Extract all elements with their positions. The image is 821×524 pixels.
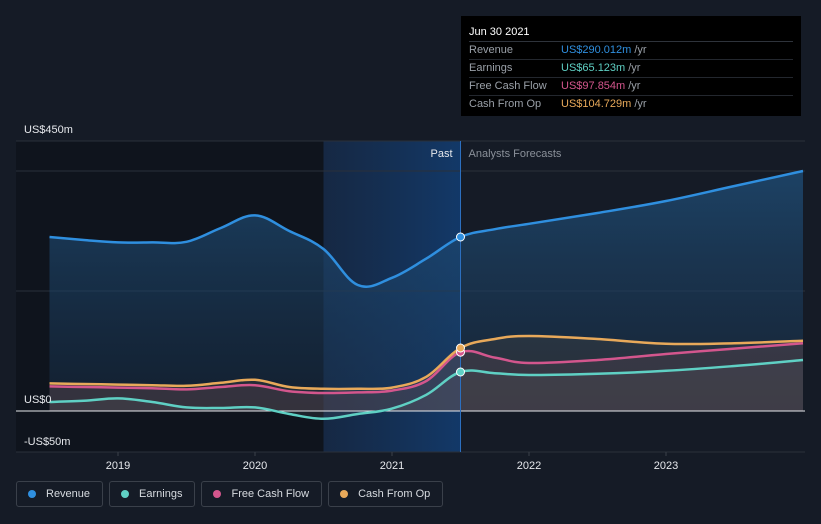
legend-dot-icon [121,490,130,498]
earnings-point [456,367,465,377]
cash-from-op-line [49,334,804,391]
legend-dot-icon [340,490,349,498]
tooltip-label: Earnings [469,62,513,74]
tooltip-date: Jun 30 2021 [469,24,793,42]
y-tick-label: -US$50m [24,436,70,448]
tooltip-unit: /yr [628,62,641,74]
earnings-line [49,358,804,421]
legend: Revenue Earnings Free Cash Flow Cash Fro… [16,481,444,507]
x-tick-label: 2023 [654,460,678,472]
y-tick-label: US$450m [24,124,73,136]
legend-label: Revenue [46,488,91,500]
x-tick-label: 2021 [380,460,404,472]
tooltip-label: Free Cash Flow [469,80,547,92]
tooltip-row-cash-from-op: Cash From Op US$104.729m /yr [469,96,793,113]
past-label: Past [430,148,452,160]
tooltip-label: Cash From Op [469,98,542,110]
x-tick-label: 2019 [106,460,130,472]
tooltip-row-free-cash-flow: Free Cash Flow US$97.854m /yr [469,78,793,96]
free-cash-flow-line [49,341,804,395]
x-tick-label: 2020 [243,460,267,472]
x-tick-label: 2022 [517,460,541,472]
tooltip-value: US$104.729m [561,98,632,110]
legend-item-earnings[interactable]: Earnings [109,481,196,507]
legend-label: Earnings [139,488,183,500]
legend-item-free-cash-flow[interactable]: Free Cash Flow [201,481,323,507]
cash-from-op-area [49,336,803,411]
tooltip-row-revenue: Revenue US$290.012m /yr [469,42,793,60]
legend-item-revenue[interactable]: Revenue [16,481,104,507]
free-cash-flow-area [49,343,803,411]
tooltip-value: US$97.854m [561,80,626,92]
legend-label: Cash From Op [358,488,431,500]
revenue-point [456,232,465,242]
revenue-area [49,171,803,411]
tooltip-label: Revenue [469,44,514,56]
tooltip-unit: /yr [634,44,647,56]
tooltip: Jun 30 2021 Revenue US$290.012m /yr Earn… [461,16,801,116]
legend-dot-icon [28,490,36,498]
tooltip-unit: /yr [628,80,641,92]
earnings-area [49,360,803,419]
tooltip-value: US$65.123m [561,62,626,74]
revenue-line [49,169,804,288]
tooltip-unit: /yr [634,98,647,110]
legend-label: Free Cash Flow [231,488,310,500]
legend-dot-icon [213,490,222,498]
forecast-label: Analysts Forecasts [469,148,562,160]
tooltip-value: US$290.012m [561,44,632,56]
y-tick-label: US$0 [24,394,52,406]
cash-from-op-point [456,343,465,353]
tooltip-row-earnings: Earnings US$65.123m /yr [469,60,793,78]
legend-item-cash-from-op[interactable]: Cash From Op [328,481,444,507]
